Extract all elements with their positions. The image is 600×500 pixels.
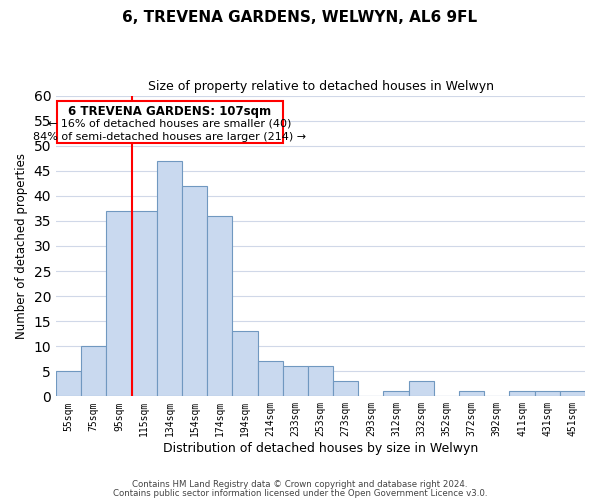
Bar	[232, 331, 257, 396]
Bar	[459, 392, 484, 396]
Bar	[535, 392, 560, 396]
Y-axis label: Number of detached properties: Number of detached properties	[15, 153, 28, 339]
Text: Contains HM Land Registry data © Crown copyright and database right 2024.: Contains HM Land Registry data © Crown c…	[132, 480, 468, 489]
Text: Contains public sector information licensed under the Open Government Licence v3: Contains public sector information licen…	[113, 488, 487, 498]
Bar	[257, 361, 283, 396]
Bar	[509, 392, 535, 396]
Text: ← 16% of detached houses are smaller (40): ← 16% of detached houses are smaller (40…	[48, 118, 291, 128]
Bar	[283, 366, 308, 396]
X-axis label: Distribution of detached houses by size in Welwyn: Distribution of detached houses by size …	[163, 442, 478, 455]
Text: 84% of semi-detached houses are larger (214) →: 84% of semi-detached houses are larger (…	[33, 132, 306, 141]
Bar	[157, 160, 182, 396]
Bar	[131, 211, 157, 396]
Text: 6 TREVENA GARDENS: 107sqm: 6 TREVENA GARDENS: 107sqm	[68, 104, 271, 118]
Title: Size of property relative to detached houses in Welwyn: Size of property relative to detached ho…	[148, 80, 494, 93]
Bar	[56, 372, 81, 396]
Bar	[383, 392, 409, 396]
Bar	[333, 382, 358, 396]
Bar	[106, 211, 131, 396]
Bar	[182, 186, 207, 396]
FancyBboxPatch shape	[56, 100, 283, 143]
Bar	[560, 392, 585, 396]
Bar	[409, 382, 434, 396]
Bar	[207, 216, 232, 396]
Text: 6, TREVENA GARDENS, WELWYN, AL6 9FL: 6, TREVENA GARDENS, WELWYN, AL6 9FL	[122, 10, 478, 25]
Bar	[81, 346, 106, 397]
Bar	[308, 366, 333, 396]
